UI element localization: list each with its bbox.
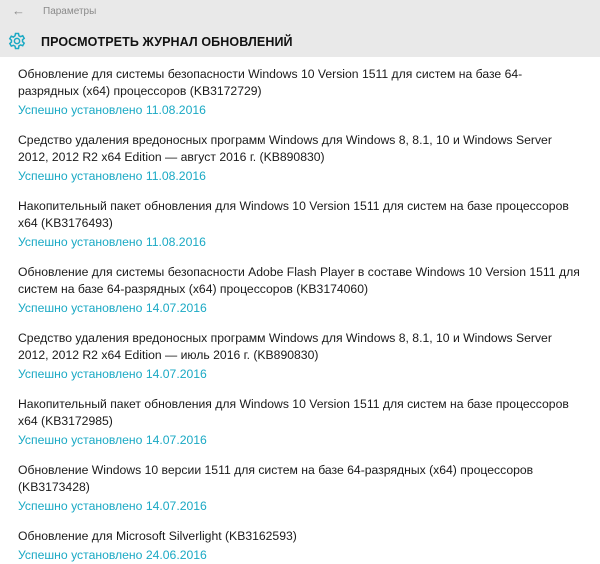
update-name-link[interactable]: Обновление для Microsoft Silverlight (KB… [18,529,297,543]
update-status: Успешно установлено 24.06.2016 [18,548,207,562]
update-status: Успешно установлено 11.08.2016 [18,235,206,249]
title-bar: ← Параметры ПРОСМОТРЕТЬ ЖУРНАЛ ОБНОВЛЕНИ… [0,0,600,57]
update-item: Средство удаления вредоносных программ W… [18,330,580,383]
update-name-link[interactable]: Обновление Windows 10 версии 1511 для си… [18,463,534,494]
update-item: Средство удаления вредоносных программ W… [18,132,580,185]
back-arrow-icon[interactable]: ← [12,3,25,18]
update-item: Обновление для системы безопасности Wind… [18,66,580,119]
breadcrumb: Параметры [43,6,97,17]
update-item: Накопительный пакет обновления для Windo… [18,396,580,449]
gear-icon [8,32,26,50]
update-name-link[interactable]: Средство удаления вредоносных программ W… [18,331,552,362]
update-item: Обновление для Microsoft Silverlight (KB… [18,528,580,564]
page-title: ПРОСМОТРЕТЬ ЖУРНАЛ ОБНОВЛЕНИЙ [41,35,293,49]
update-status: Успешно установлено 14.07.2016 [18,301,207,315]
update-item: Обновление для системы безопасности Adob… [18,264,580,317]
update-item: Обновление Windows 10 версии 1511 для си… [18,462,580,515]
update-name-link[interactable]: Обновление для системы безопасности Wind… [18,67,523,98]
update-history-list: Обновление для системы безопасности Wind… [0,57,600,564]
update-status: Успешно установлено 14.07.2016 [18,499,207,513]
update-status: Успешно установлено 14.07.2016 [18,433,207,447]
update-status: Успешно установлено 14.07.2016 [18,367,207,381]
update-name-link[interactable]: Накопительный пакет обновления для Windo… [18,199,569,230]
update-name-link[interactable]: Накопительный пакет обновления для Windo… [18,397,569,428]
update-item: Накопительный пакет обновления для Windo… [18,198,580,251]
update-status: Успешно установлено 11.08.2016 [18,103,206,117]
update-status: Успешно установлено 11.08.2016 [18,169,206,183]
update-name-link[interactable]: Обновление для системы безопасности Adob… [18,265,580,296]
update-name-link[interactable]: Средство удаления вредоносных программ W… [18,133,552,164]
